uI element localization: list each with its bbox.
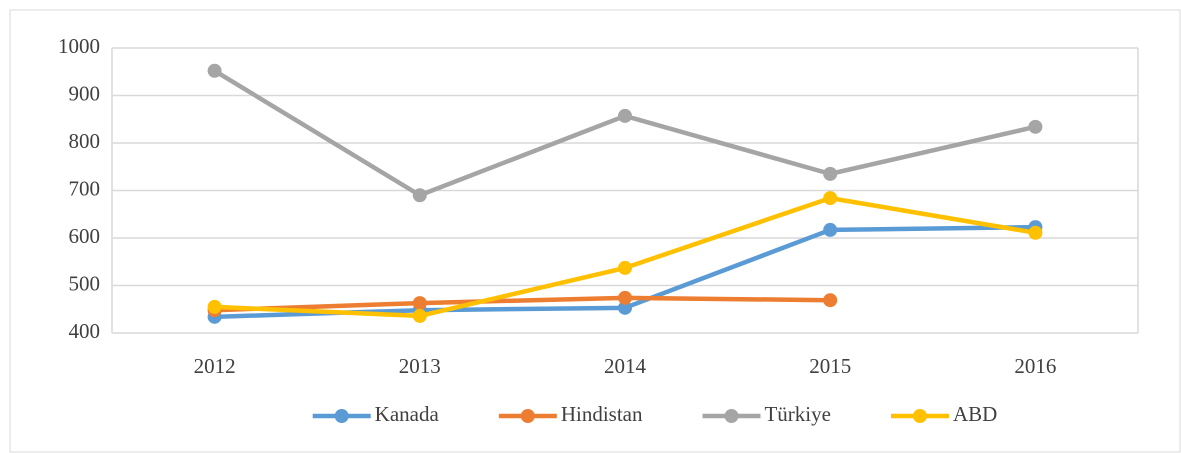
- data-point: [412, 296, 427, 311]
- series-line: [213, 68, 1036, 198]
- x-tick-label: 2014: [604, 354, 647, 378]
- data-point: [207, 63, 222, 78]
- y-tick-label: 700: [69, 176, 101, 200]
- data-point: [618, 260, 632, 275]
- data-point: [412, 308, 427, 323]
- data-point: [207, 299, 222, 314]
- data-point: [1028, 119, 1043, 134]
- x-tick-label: 2016: [1014, 354, 1056, 378]
- y-tick-label: 1000: [58, 34, 100, 58]
- legend-label: ABD: [953, 402, 997, 426]
- data-point: [823, 166, 838, 181]
- data-point: [1028, 225, 1043, 240]
- x-tick-label: 2013: [399, 354, 441, 378]
- data-point: [618, 108, 632, 123]
- y-tick-label: 600: [69, 224, 101, 248]
- y-tick-label: 400: [69, 319, 101, 343]
- data-point: [618, 290, 632, 305]
- legend-marker: [912, 409, 927, 423]
- x-tick-label: 2012: [194, 354, 236, 378]
- chart-border: [9, 9, 1181, 453]
- y-tick-label: 800: [69, 129, 101, 153]
- legend-label: Türkiye: [764, 402, 830, 426]
- data-point: [823, 191, 838, 206]
- data-point: [412, 188, 427, 203]
- data-point: [823, 293, 838, 308]
- y-tick-label: 900: [69, 81, 101, 105]
- y-tick-label: 500: [69, 271, 101, 295]
- series-line: [214, 295, 831, 313]
- legend-label: Hindistan: [561, 402, 643, 426]
- x-tick-label: 2015: [809, 354, 851, 378]
- legend-marker: [520, 409, 535, 423]
- legend-marker: [724, 409, 739, 423]
- data-point: [823, 222, 838, 237]
- legend-marker: [334, 409, 349, 423]
- legend-label: Kanada: [375, 402, 440, 426]
- data-point: [618, 300, 632, 315]
